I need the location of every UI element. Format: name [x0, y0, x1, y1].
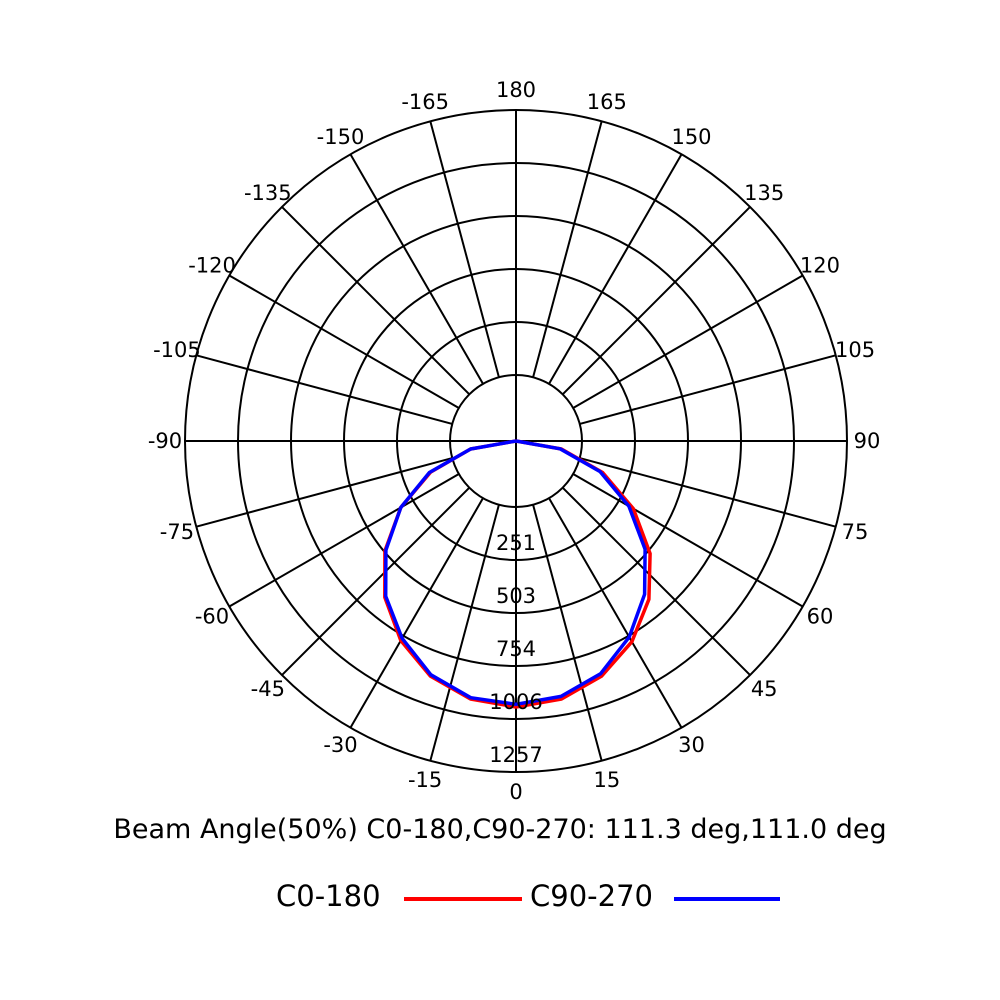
- angle-label: 75: [842, 520, 869, 544]
- grid-spoke: [349, 153, 484, 385]
- series-line-c90-270: [383, 439, 647, 707]
- grid-spoke: [532, 504, 603, 761]
- series-group: [383, 439, 652, 709]
- grid-spoke: [579, 354, 836, 425]
- legend-line-c0-180: [404, 897, 522, 901]
- angle-label: -135: [244, 181, 292, 205]
- angle-label: -165: [401, 90, 449, 114]
- angle-label: 135: [744, 181, 784, 205]
- grid-spoke: [281, 486, 471, 676]
- angle-label: 15: [593, 768, 620, 792]
- angle-label: 165: [587, 90, 627, 114]
- angle-label: -45: [251, 677, 285, 701]
- grid-spoke: [548, 497, 683, 729]
- grid-spoke: [579, 457, 836, 528]
- angle-label: 90: [854, 429, 881, 453]
- ring-value-label: 1257: [489, 743, 542, 767]
- angle-label: -105: [153, 338, 201, 362]
- angle-label: -90: [148, 429, 182, 453]
- angle-label: 45: [751, 677, 778, 701]
- grid-spoke: [281, 206, 471, 396]
- angle-label: 30: [678, 733, 705, 757]
- angle-label: 150: [671, 125, 711, 149]
- angle-label: -30: [323, 733, 357, 757]
- grid-spoke: [572, 274, 804, 409]
- legend: C0-180 C90-270: [0, 879, 1000, 919]
- grid-spoke: [349, 497, 484, 729]
- angle-label: -150: [317, 125, 365, 149]
- grid-spoke: [572, 473, 804, 608]
- angle-label: -120: [188, 254, 236, 278]
- angle-label: -75: [160, 520, 194, 544]
- ring-value-label: 1006: [489, 690, 542, 714]
- angle-label: 60: [807, 605, 834, 629]
- angle-label: 105: [835, 338, 875, 362]
- angle-label: -15: [408, 768, 442, 792]
- ring-value-label: 251: [496, 531, 536, 555]
- ring-labels: 251 503 754 1006 1257: [489, 531, 542, 767]
- grid-spoke: [548, 153, 683, 385]
- grid-spoke: [561, 486, 751, 676]
- legend-line-c90-270: [674, 897, 780, 901]
- grid-spoke: [429, 121, 500, 378]
- grid-spoke: [228, 274, 460, 409]
- grid-spoke: [532, 121, 603, 378]
- angle-labels: 0 15 30 45 60 75 90 105 120 135 150 165 180 -165 -150 -…: [148, 78, 881, 804]
- grid-spoke: [228, 473, 460, 608]
- grid-spokes: [185, 110, 847, 772]
- ring-value-label: 503: [496, 584, 536, 608]
- angle-label: 120: [800, 254, 840, 278]
- legend-label-c90-270: C90-270: [530, 879, 653, 913]
- ring-value-label: 754: [496, 637, 536, 661]
- grid-spoke: [429, 504, 500, 761]
- grid-spoke: [196, 354, 453, 425]
- grid-spoke: [196, 457, 453, 528]
- grid-spoke: [561, 206, 751, 396]
- legend-label-c0-180: C0-180: [276, 879, 381, 913]
- angle-label: -60: [195, 605, 229, 629]
- angle-label: 0: [509, 780, 522, 804]
- beam-angle-caption: Beam Angle(50%) C0-180,C90-270: 111.3 de…: [113, 814, 887, 845]
- angle-label: 180: [496, 78, 536, 102]
